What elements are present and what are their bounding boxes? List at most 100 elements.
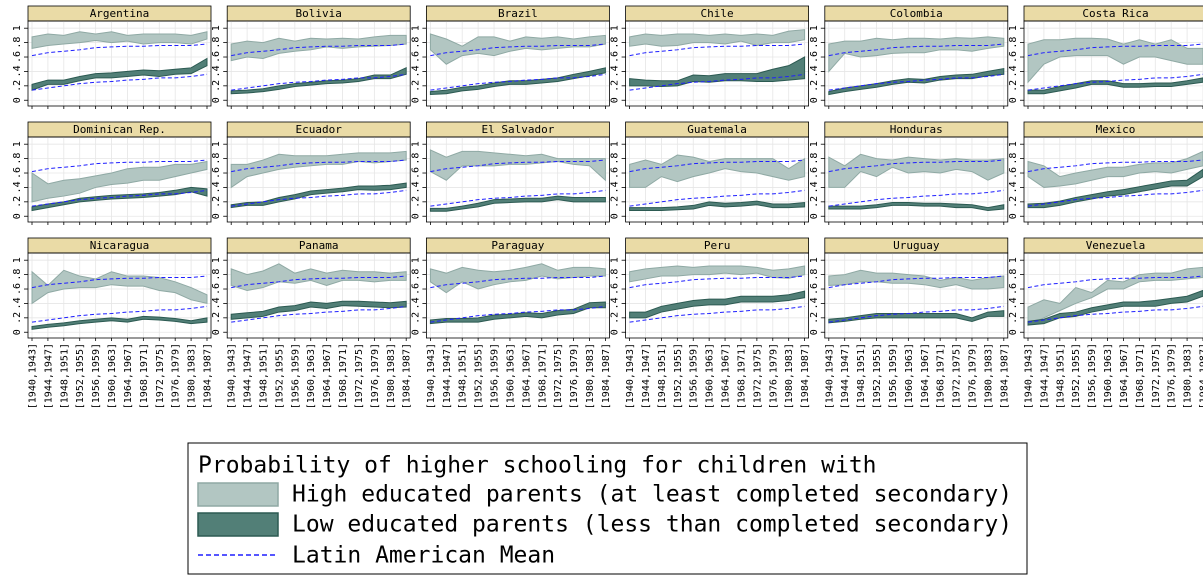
panel-title: Mexico	[1096, 123, 1136, 136]
x-tick-label: [1968,1971]	[338, 343, 349, 409]
y-tick-label: 0	[809, 213, 820, 219]
mean-line	[1027, 73, 1203, 91]
x-tick-label: [1940,1943]	[426, 343, 437, 409]
y-tick-label: 0	[12, 213, 23, 219]
y-tick-label: .4	[610, 297, 621, 309]
x-tick-label: [1944,1947]	[641, 343, 652, 409]
y-tick-label: 1	[1008, 257, 1019, 263]
y-tick-label: .4	[610, 181, 621, 193]
panel-background	[426, 253, 610, 338]
x-tick-label: [1976,1979]	[1167, 343, 1178, 409]
panel-background	[227, 253, 411, 338]
y-tick-label: .4	[410, 65, 421, 77]
x-tick-label: [1944,1947]	[840, 343, 851, 409]
band	[1027, 37, 1203, 84]
x-tick-label: [1952,1955]	[872, 343, 883, 409]
y-tick-label: 1	[610, 25, 621, 31]
x-tick-label: [1980,1983]	[386, 343, 397, 409]
x-tick-label: [1984,1987]	[999, 343, 1010, 409]
y-tick-label: .4	[1008, 297, 1019, 309]
y-tick-label: .2	[809, 196, 820, 208]
y-tick-label: 1	[610, 257, 621, 263]
y-tick-label: .4	[410, 181, 421, 193]
panel-background	[824, 21, 1008, 106]
band	[429, 33, 606, 65]
y-tick-label: .6	[1008, 167, 1019, 179]
x-tick-label: [1952,1955]	[673, 343, 684, 409]
y-tick-label: 0	[1008, 329, 1019, 335]
x-tick-label: [1940,1943]	[625, 343, 636, 409]
y-tick-label: .4	[12, 297, 23, 309]
y-tick-label: .2	[1008, 80, 1019, 92]
mean-line	[629, 275, 805, 289]
y-tick-label: .6	[610, 167, 621, 179]
y-tick-label: 0	[1008, 213, 1019, 219]
x-tick-label: [1968,1971]	[139, 343, 150, 409]
x-tick-label: [1964,1967]	[1119, 343, 1130, 409]
x-tick-label: [1984,1987]	[402, 343, 413, 409]
y-tick-label: .8	[12, 153, 23, 165]
mean-line	[1027, 275, 1203, 289]
x-tick-label: [1980,1983]	[585, 343, 596, 409]
mean-line	[31, 73, 208, 91]
band	[828, 202, 1005, 211]
mean-line	[629, 73, 805, 91]
y-tick-label: 0	[211, 329, 222, 335]
y-tick-label: .2	[12, 80, 23, 92]
mean-line	[430, 73, 606, 91]
mean-line	[31, 43, 208, 57]
y-tick-label: .4	[211, 65, 222, 77]
y-tick-label: .4	[211, 297, 222, 309]
y-tick-label: .6	[610, 51, 621, 63]
band	[629, 265, 806, 283]
y-tick-label: .6	[211, 167, 222, 179]
mean-line	[828, 189, 1004, 207]
x-tick-label: [1968,1971]	[936, 343, 947, 409]
y-tick-label: .2	[1008, 196, 1019, 208]
x-tick-label: [1960,1963]	[904, 343, 915, 409]
y-tick-label: 0	[809, 97, 820, 103]
y-tick-label: 1	[12, 25, 23, 31]
y-tick-label: .2	[211, 312, 222, 324]
plot-frame	[824, 136, 1009, 223]
y-tick-label: 1	[211, 25, 222, 31]
x-tick-label: [1940,1943]	[1024, 343, 1035, 409]
y-tick-label: 1	[410, 257, 421, 263]
y-tick-label: .4	[12, 181, 23, 193]
y-tick-label: 1	[12, 141, 23, 147]
plot-frame	[226, 136, 411, 223]
x-tick-label: [1984,1987]	[601, 343, 612, 409]
x-tick-label: [1952,1955]	[474, 343, 485, 409]
legend-label: Low educated parents (less than complete…	[292, 512, 1012, 538]
plot-frame	[425, 252, 610, 339]
y-tick-label: .8	[809, 269, 820, 281]
y-tick-label: .2	[809, 80, 820, 92]
x-tick-label: [1980,1983]	[1183, 343, 1194, 409]
x-tick-label: [1968,1971]	[736, 343, 747, 409]
plot-frame	[824, 252, 1009, 339]
y-tick-label: 0	[610, 329, 621, 335]
x-tick-label: [1972,1975]	[1151, 343, 1162, 409]
plot-frame	[425, 20, 610, 107]
band	[629, 56, 806, 88]
x-tick-label: [1964,1967]	[521, 343, 532, 409]
mean-line	[828, 73, 1004, 91]
panel-background	[426, 21, 610, 106]
panel-title: Peru	[704, 239, 731, 252]
x-tick-label: [1944,1947]	[243, 343, 254, 409]
x-tick-label: [1948,1951]	[1055, 343, 1066, 409]
y-tick-label: .4	[610, 65, 621, 77]
y-tick-label: .8	[211, 37, 222, 49]
y-tick-label: .6	[12, 167, 23, 179]
y-tick-label: .8	[809, 37, 820, 49]
plot-frame	[625, 136, 809, 223]
x-tick-label: [1948,1951]	[458, 343, 469, 409]
panel-title: Panama	[299, 239, 339, 252]
band	[828, 310, 1005, 324]
y-tick-label: .8	[610, 269, 621, 281]
legend-title: Probability of higher schooling for chil…	[198, 453, 877, 479]
plot-frame	[27, 136, 212, 223]
mean-line	[1027, 43, 1203, 57]
y-tick-label: 1	[12, 257, 23, 263]
